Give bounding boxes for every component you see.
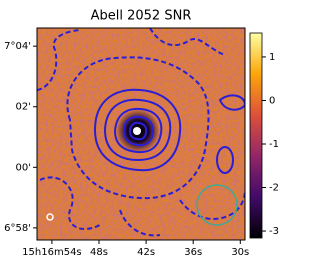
colorbar-tick-label: -3: [269, 226, 279, 237]
plot-frame: [36, 27, 246, 241]
colorbar-tick-label: 1: [269, 52, 275, 63]
y-tick-label: 6°58': [4, 223, 31, 234]
colorbar: [249, 32, 263, 239]
colorbar-tick-label: 0: [269, 95, 275, 106]
colorbar-tick-label: -2: [269, 183, 279, 194]
y-tick-label: 00': [16, 162, 31, 173]
x-tick-label: 42s: [137, 247, 155, 258]
x-tick-label: 36s: [184, 247, 202, 258]
x-tick-label: 48s: [90, 247, 108, 258]
chart-title: Abell 2052 SNR: [91, 9, 192, 24]
image: [37, 28, 245, 240]
colorbar-tick-label: -1: [269, 139, 279, 150]
x-tick-label: 30s: [231, 247, 249, 258]
y-tick-label: 02': [16, 102, 31, 113]
y-tick-label: 7°04': [4, 41, 31, 52]
x-tick-label: 15h16m54s: [22, 247, 81, 258]
chart: Abell 2052 SNR 15h16m54s 48s 42s 36s 30s 7°04…: [4, 9, 279, 259]
